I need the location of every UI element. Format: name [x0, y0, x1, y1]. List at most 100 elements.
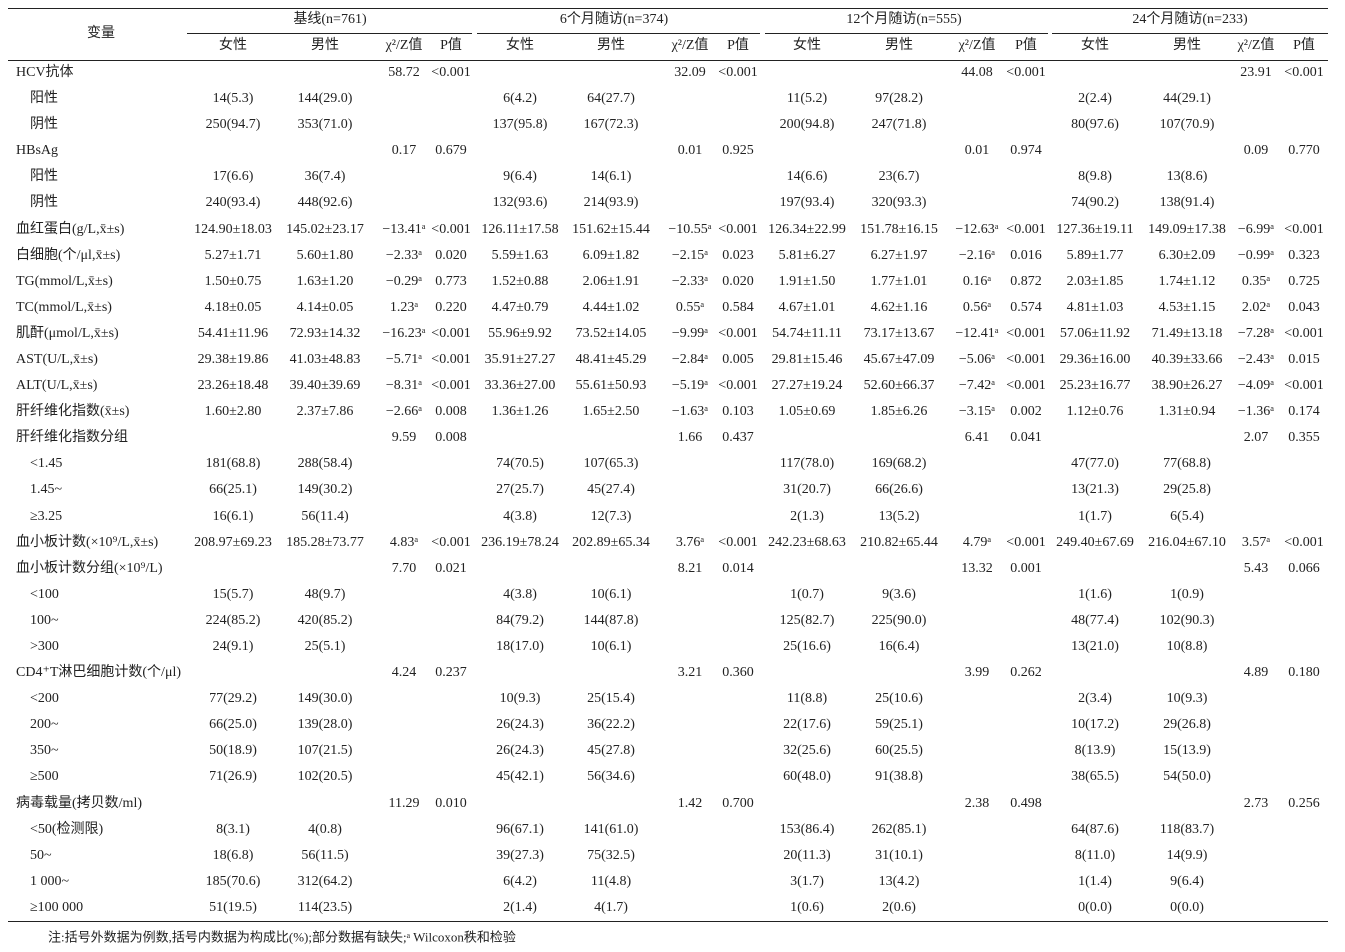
cell: 10(6.1): [590, 638, 632, 654]
sub-header: P值: [1293, 38, 1315, 53]
cell: 2.73: [1243, 795, 1269, 811]
cell: 5.43: [1243, 560, 1269, 576]
cell: −0.29ᵃ: [385, 273, 423, 289]
cell: 288(58.4): [297, 456, 353, 472]
cell: 1.65±2.50: [582, 404, 640, 420]
cell: 73.17±13.67: [863, 325, 935, 341]
cell: 0.56ᵃ: [962, 299, 992, 315]
cell: 5.81±6.27: [778, 247, 836, 263]
cell: 2(1.3): [790, 508, 824, 524]
cell: 0.700: [722, 795, 754, 811]
cell: 242.23±68.63: [768, 534, 846, 550]
cell: 225(90.0): [871, 612, 927, 628]
cell: <0.001: [1006, 325, 1046, 341]
cell: 66(25.0): [209, 717, 257, 733]
row-label: 肌酐(μmol/L,x̄±s): [16, 325, 119, 341]
cell: <0.001: [1284, 65, 1324, 80]
sub-header: 女性: [1081, 38, 1109, 53]
cell: 45(27.4): [587, 482, 635, 498]
cell: 4.44±1.02: [582, 299, 640, 315]
cell: 139(28.0): [297, 717, 353, 733]
cell: 132(93.6): [492, 195, 548, 211]
cell: 2(0.6): [882, 899, 916, 915]
cell: −6.99ᵃ: [1237, 221, 1275, 237]
cell: −2.16ᵃ: [958, 247, 996, 263]
cell: 75(32.5): [587, 847, 635, 863]
cell: 1.77±1.01: [870, 273, 928, 289]
cell: 9.59: [391, 430, 417, 446]
cell: 3.76ᵃ: [675, 534, 705, 550]
cell: 97(28.2): [875, 91, 923, 107]
cell: 13(8.6): [1166, 169, 1208, 185]
cell: 39.40±39.69: [289, 378, 361, 394]
cell: −2.84ᵃ: [671, 351, 709, 367]
cell: 54.74±11.11: [772, 325, 842, 341]
cell: 0.002: [1010, 404, 1042, 420]
cell: −13.41ᵃ: [382, 221, 426, 237]
cell: 14(6.1): [590, 169, 632, 185]
cell: 9(6.4): [1170, 873, 1204, 889]
cell: 0.010: [435, 795, 467, 811]
cell: <0.001: [718, 325, 758, 341]
variable-header: 变量: [87, 26, 115, 41]
cell: 4.53±1.15: [1158, 299, 1216, 315]
cell: 0.001: [1010, 560, 1042, 576]
cell: 4.24: [391, 665, 417, 681]
cell: 102(90.3): [1159, 612, 1215, 628]
cell: 5.59±1.63: [491, 247, 549, 263]
cell: 4(3.8): [503, 508, 537, 524]
cell: 27.27±19.24: [771, 378, 843, 394]
cell: 0.01: [964, 143, 990, 159]
cell: 4(0.8): [308, 821, 342, 837]
cell: 250(94.7): [205, 117, 261, 133]
cell: 55.96±9.92: [488, 325, 552, 341]
cell: 0.016: [1010, 247, 1042, 263]
cell: 27(25.7): [496, 482, 544, 498]
cell: 200(94.8): [779, 117, 835, 133]
cell: 151.78±16.15: [860, 221, 938, 237]
cell: 10(8.8): [1166, 638, 1208, 654]
cell: 1.66: [677, 430, 703, 446]
cell: 114(23.5): [297, 899, 353, 915]
cell: 4.47±0.79: [491, 299, 549, 315]
cell: 0.355: [1288, 430, 1320, 446]
sub-header: χ²/Z值: [1237, 38, 1275, 53]
cell: 145.02±23.17: [286, 221, 364, 237]
cell: −9.99ᵃ: [671, 325, 709, 341]
cell: 13(5.2): [878, 508, 920, 524]
cell: 0.005: [722, 351, 754, 367]
group-header: 基线(n=761): [293, 12, 367, 27]
table-note: 注:括号外数据为例数,括号内数据为构成比(%);部分数据有缺失;ᵃ Wilcox…: [48, 929, 516, 945]
cell: 23.26±18.48: [197, 378, 269, 394]
cell: 0.323: [1288, 247, 1320, 263]
cell: 60(48.0): [783, 769, 831, 785]
cell: 118(83.7): [1159, 821, 1215, 837]
cell: 51(19.5): [209, 899, 257, 915]
cell: 0.725: [1288, 273, 1320, 289]
cell: 29(26.8): [1163, 717, 1211, 733]
cell: 107(70.9): [1159, 117, 1215, 133]
sub-header: 男性: [311, 38, 339, 53]
cell: 0.16ᵃ: [962, 273, 992, 289]
cell: 44(29.1): [1163, 91, 1211, 107]
cell: 14(6.6): [786, 169, 828, 185]
cell: 66(26.6): [875, 482, 923, 498]
cell: 77(29.2): [209, 691, 257, 707]
cell: 72.93±14.32: [289, 325, 361, 341]
cell: <0.001: [1284, 378, 1324, 394]
cell: −2.15ᵃ: [671, 247, 709, 263]
cell: <0.001: [718, 221, 758, 237]
cell: 23.91: [1240, 65, 1272, 80]
cell: 0.023: [722, 247, 754, 263]
cell: 2.02ᵃ: [1241, 299, 1271, 315]
cell: 0.015: [1288, 351, 1320, 367]
cell: 14(5.3): [212, 91, 254, 107]
cell: 11(4.8): [590, 873, 632, 889]
row-label: 50~: [30, 847, 52, 863]
cell: <0.001: [1284, 534, 1324, 550]
cell: <0.001: [1006, 65, 1046, 80]
cell: 11(8.8): [786, 691, 828, 707]
cell: 23(6.7): [878, 169, 920, 185]
cell: 102(20.5): [297, 769, 353, 785]
cell: 4.83ᵃ: [389, 534, 419, 550]
